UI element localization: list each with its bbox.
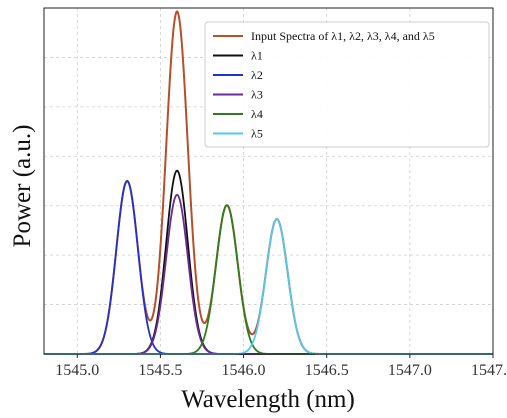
legend-box: [204, 21, 490, 148]
x-tick-label: 1546.0: [222, 362, 266, 379]
legend-entry-label: λ5: [251, 127, 263, 141]
x-tick-label: 1547.5: [471, 362, 507, 379]
legend-entry-label: λ2: [251, 68, 263, 82]
legend-entry-label: Input Spectra of λ1, λ2, λ3, λ4, and λ5: [251, 29, 435, 43]
x-tick-label: 1546.5: [305, 362, 349, 379]
y-axis-title: Power (a.u.): [9, 125, 36, 248]
legend-entry-label: λ1: [251, 49, 263, 63]
x-tick-label: 1547.0: [388, 362, 432, 379]
legend-entry-label: λ3: [251, 88, 263, 102]
plot-frame: [43, 7, 494, 355]
legend: Input Spectra of λ1, λ2, λ3, λ4, and λ5 λ…: [204, 21, 490, 148]
x-tick-label: 1545.5: [138, 362, 182, 379]
x-axis-title: Wavelength (nm): [181, 386, 355, 413]
x-tick-label: 1545.0: [55, 362, 99, 379]
x-axis-ticks: 1545.0 1545.5 1546.0 1546.5 1547.0 1547.5: [55, 354, 507, 379]
legend-entry-label: λ4: [251, 107, 263, 121]
